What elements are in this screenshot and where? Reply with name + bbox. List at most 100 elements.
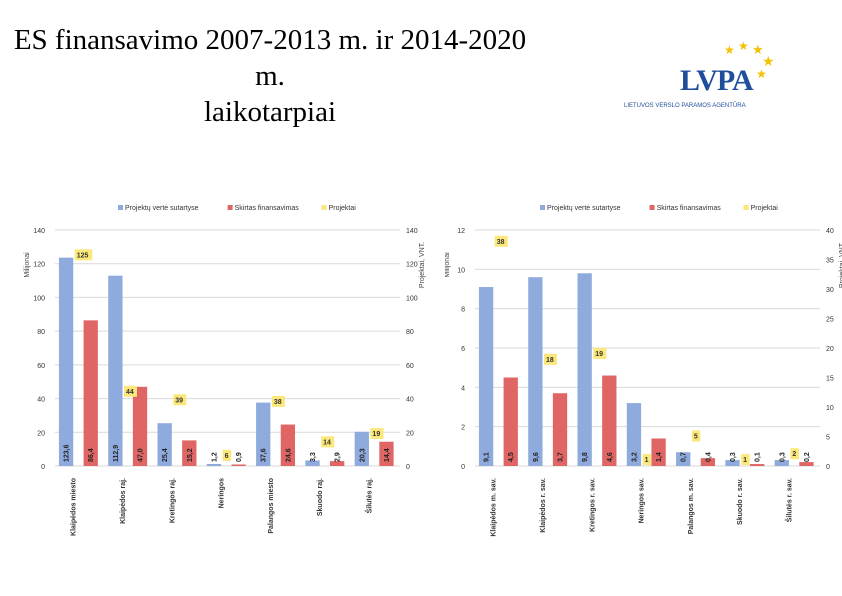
bar-data-label: 47,0 xyxy=(138,448,145,462)
project-count-label: 18 xyxy=(546,357,554,364)
y-tick-label: 60 xyxy=(37,363,45,370)
y-tick-label: 40 xyxy=(37,397,45,404)
y2-tick-label: 20 xyxy=(826,346,834,353)
svg-text:★: ★ xyxy=(738,40,749,53)
project-count-badge xyxy=(370,427,384,439)
bar-data-label: 3,7 xyxy=(558,452,565,462)
y-tick-label: 10 xyxy=(457,267,465,274)
y2-tick-label: 40 xyxy=(406,397,414,404)
bar-data-label: 1,4 xyxy=(656,452,663,462)
project-count-badge xyxy=(642,454,652,466)
category-label: Šilutės raj. xyxy=(364,478,373,513)
bar-data-label: 0,2 xyxy=(804,452,811,462)
logo-text: LVPA xyxy=(680,64,754,97)
bar-data-label: 4,6 xyxy=(607,452,614,462)
bar-data-label: 0,7 xyxy=(681,452,688,462)
bar-funding xyxy=(651,438,666,466)
category-label: Klaipėdos r. sav. xyxy=(540,478,547,533)
title-line-2: laikotarpiai xyxy=(203,96,337,128)
category-label: Klaipėdos m. sav. xyxy=(491,478,498,537)
y-tick-label: 0 xyxy=(461,464,465,471)
y2-tick-label: 80 xyxy=(406,329,414,336)
legend-swatch xyxy=(540,205,545,210)
category-label: Kretingos r. sav. xyxy=(589,478,596,532)
bar-funding xyxy=(552,393,568,466)
y2-tick-label: 35 xyxy=(826,258,834,265)
project-count-label: 39 xyxy=(175,397,183,404)
legend-label: Projektai xyxy=(751,205,779,212)
project-count-label: 19 xyxy=(595,351,603,358)
bar-project-value xyxy=(676,452,691,466)
project-count-label: 5 xyxy=(694,434,698,441)
bar-funding xyxy=(330,461,345,466)
category-label: Šilutės r. sav. xyxy=(784,478,793,522)
y-tick-label: 140 xyxy=(33,228,45,235)
category-label: Kretingos raj. xyxy=(169,478,176,523)
legend-swatch xyxy=(649,205,655,210)
y2-tick-label: 10 xyxy=(826,405,834,412)
project-count-badge xyxy=(691,430,701,442)
y-tick-label: 12 xyxy=(457,228,465,235)
bar-data-label: 0,3 xyxy=(730,452,737,462)
bar-data-label: 0,3 xyxy=(779,452,786,462)
bar-project-value xyxy=(577,273,592,466)
project-count-badge xyxy=(544,353,557,365)
category-label: Palangos miesto xyxy=(268,478,275,534)
y-axis-title: Milijonai xyxy=(445,252,451,278)
y2-tick-label: 40 xyxy=(826,228,834,235)
y2-axis-title: Projektai, VNT. xyxy=(419,242,426,288)
project-count-badge xyxy=(790,448,799,460)
category-label: Neringos sav. xyxy=(639,478,646,523)
category-label: Klaipėdos raj. xyxy=(120,478,127,524)
project-count-label: 44 xyxy=(126,389,134,396)
bar-funding xyxy=(132,386,148,466)
bar-funding xyxy=(799,462,814,466)
bar-data-label: 25,4 xyxy=(162,448,169,462)
chart-2007-2013: 0 20 40 60 80 100 120 140 0 20 40 60 80 100 120 140 Mili… xyxy=(24,205,426,536)
bar-data-label: 3,3 xyxy=(310,452,317,462)
legend-swatch xyxy=(227,205,233,210)
project-count-label: 19 xyxy=(372,431,380,438)
y-tick-label: 20 xyxy=(37,430,45,437)
bar-data-label: 37,6 xyxy=(261,448,268,462)
bar-data-label: 9,6 xyxy=(533,452,540,462)
project-count-badge xyxy=(321,436,335,448)
bar-funding xyxy=(602,375,617,466)
slide-title: ES finansavimo 2007-2013 m. ir 2014-2020… xyxy=(0,22,540,130)
y2-tick-label: 60 xyxy=(406,363,414,370)
legend-label: Projektai xyxy=(329,205,357,212)
legend-swatch xyxy=(743,205,749,210)
y-axis-title: Milijonai xyxy=(24,252,31,278)
category-label: Skuodo r. sav. xyxy=(737,478,744,525)
y2-tick-label: 100 xyxy=(406,295,418,302)
project-count-badge xyxy=(494,235,508,247)
bar-data-label: 1,2 xyxy=(211,452,218,462)
bar-funding xyxy=(750,464,765,466)
svg-text:★: ★ xyxy=(762,53,775,69)
logo-subtitle: LIETUVOS VERSLO PARAMOS AGENTŪRA xyxy=(624,103,746,109)
bar-project-value xyxy=(528,277,543,466)
bar-data-label: 9,8 xyxy=(582,452,589,462)
bar-project-value xyxy=(354,431,369,466)
bar-funding xyxy=(83,320,98,466)
bar-data-label: 15,2 xyxy=(187,448,194,462)
bar-funding xyxy=(503,377,518,466)
svg-text:★: ★ xyxy=(756,67,767,80)
project-count-label: 125 xyxy=(77,252,89,259)
bar-data-label: 14,4 xyxy=(384,448,391,462)
project-count-badge xyxy=(593,347,607,359)
bar-project-value xyxy=(725,460,740,466)
y2-tick-label: 20 xyxy=(406,430,414,437)
svg-text:★: ★ xyxy=(752,42,764,57)
bar-data-label: 20,3 xyxy=(359,448,366,462)
legend-label: Skirtas finansavimas xyxy=(235,205,300,212)
y-tick-label: 120 xyxy=(33,262,45,269)
bar-project-value xyxy=(305,460,320,466)
bar-funding xyxy=(280,424,296,466)
bar-data-label: 0,9 xyxy=(236,452,243,462)
y2-tick-label: 0 xyxy=(406,464,410,471)
bar-data-label: 4,5 xyxy=(508,452,515,462)
category-label: Neringos xyxy=(219,478,226,508)
y-tick-label: 4 xyxy=(461,385,465,392)
